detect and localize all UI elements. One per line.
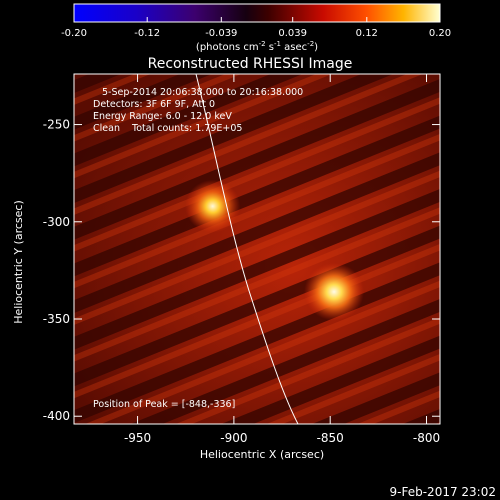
colorbar: -0.20 -0.12 -0.039 0.039 0.12 0.20 (photons c… <box>61 3 451 53</box>
y-tick-label: -300 <box>43 215 70 229</box>
footer-timestamp: 9-Feb-2017 23:02 <box>390 485 496 499</box>
image-area <box>74 74 440 424</box>
plot-title: Reconstructed RHESSI Image <box>148 56 353 72</box>
colorbar-tick-label: 0.039 <box>278 28 307 39</box>
x-tick-label: -800 <box>413 431 440 445</box>
colorbar-tick-label: 0.20 <box>429 28 451 39</box>
xray-source <box>185 179 241 233</box>
x-tick-label: -850 <box>317 431 344 445</box>
info-energy: Energy Range: 6.0 - 12.0 keV <box>93 111 232 122</box>
colorbar-ticks: -0.20 -0.12 -0.039 0.039 0.12 0.20 <box>61 17 451 39</box>
solar-limb <box>195 74 299 424</box>
y-tick-label: -350 <box>43 312 70 326</box>
x-axis-ticks: -950 -900 -850 -800 <box>124 74 440 445</box>
x-axis-label: Heliocentric X (arcsec) <box>200 448 324 461</box>
y-axis-label: Heliocentric Y (arcsec) <box>12 200 25 324</box>
x-tick-label: -950 <box>124 431 151 445</box>
info-block: 5-Sep-2014 20:06:38.000 to 20:16:38.000 … <box>93 87 303 410</box>
sources-layer <box>185 179 365 321</box>
y-tick-label: -400 <box>43 409 70 423</box>
xray-source <box>304 262 365 321</box>
colorbar-tick-label: -0.039 <box>205 28 237 39</box>
colorbar-tick-label: -0.12 <box>134 28 160 39</box>
info-date: 5-Sep-2014 20:06:38.000 to 20:16:38.000 <box>102 87 303 98</box>
y-tick-label: -250 <box>43 118 70 132</box>
colorbar-unit: (photons cm-2 s-1 asec-2) <box>196 40 318 53</box>
y-axis-ticks: -250 -300 -350 -400 <box>43 118 440 423</box>
colorbar-gradient <box>73 3 441 23</box>
colorbar-tick-label: 0.12 <box>356 28 378 39</box>
plot-frame <box>73 73 441 425</box>
info-detectors: Detectors: 3F 6F 9F, Att 0 <box>93 99 215 110</box>
info-peak: Position of Peak = [-848,-336] <box>93 399 235 410</box>
info-clean: Clean Total counts: 1.79E+05 <box>93 123 242 134</box>
image-stripes <box>74 74 440 424</box>
x-tick-label: -900 <box>220 431 247 445</box>
colorbar-tick-label: -0.20 <box>61 28 87 39</box>
